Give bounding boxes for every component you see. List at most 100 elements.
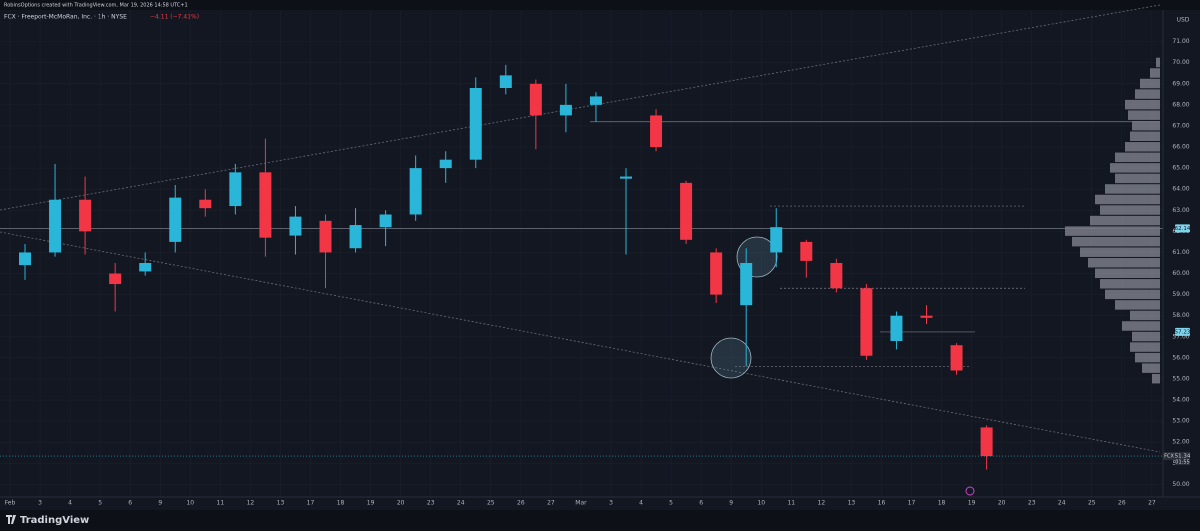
x-tick-label: 11 — [787, 500, 795, 507]
last-price-tag — [1175, 452, 1190, 466]
candle-body — [469, 88, 482, 160]
volume-profile-bar — [1072, 236, 1160, 247]
candle-body — [620, 176, 632, 179]
candle-body — [770, 227, 783, 253]
event-icon[interactable] — [965, 486, 975, 496]
x-tick-label: 12 — [247, 500, 255, 507]
x-tick-label: 5 — [98, 500, 102, 507]
price-change: −4.11 (−7.41%) — [150, 14, 199, 21]
x-tick-label: 3 — [38, 500, 42, 507]
candle-body — [49, 199, 62, 253]
volume-profile-bar — [1090, 215, 1160, 226]
trend-line — [0, 4, 1161, 211]
last-price-label: 51.34 — [1175, 454, 1191, 460]
volume-profile-bar — [1122, 321, 1160, 331]
candle-body — [650, 115, 663, 148]
x-tick-label: 27 — [547, 500, 555, 507]
volume-profile-bar — [1100, 205, 1160, 215]
y-tick-label: 68.00 — [1172, 101, 1189, 108]
y-tick-label: 61.00 — [1172, 249, 1189, 256]
candle-body — [439, 159, 452, 169]
brand: TradingView — [20, 515, 89, 526]
y-tick-label: 65.00 — [1172, 165, 1189, 172]
volume-profile-bar — [1132, 331, 1160, 342]
volume-profile-bar — [1088, 257, 1160, 268]
grid — [0, 10, 1163, 497]
x-tick-label: 13 — [848, 500, 856, 507]
y-tick-label: 67.00 — [1172, 122, 1189, 129]
candle-body — [19, 252, 31, 266]
volume-profile-bar — [1156, 57, 1160, 68]
x-tick-label: 9 — [729, 500, 733, 507]
candle-body — [349, 225, 362, 249]
candle-body — [259, 172, 272, 238]
volume-profile-bar — [1095, 194, 1160, 205]
x-tick-label: 9 — [158, 500, 162, 507]
candle-body — [740, 262, 753, 306]
candle-body — [980, 427, 993, 457]
y-tick-label: 66.00 — [1172, 144, 1189, 151]
y-tick-label: 63.00 — [1172, 207, 1189, 214]
y-tick-label: 53.00 — [1172, 418, 1189, 425]
x-tick-label: 17 — [908, 500, 916, 507]
volume-profile-bar — [1152, 373, 1160, 384]
x-tick-label: 10 — [757, 500, 765, 507]
candle-body — [920, 315, 933, 318]
x-tick-label: 11 — [217, 500, 225, 507]
x-tick-label: 4 — [68, 500, 72, 507]
level-tag — [1175, 224, 1190, 233]
footer-bar — [0, 510, 1200, 531]
candle-body — [680, 182, 693, 240]
level-tag — [1175, 327, 1190, 336]
volume-profile — [1065, 57, 1160, 384]
volume-profile-bar — [1132, 120, 1160, 131]
x-tick-label: 19 — [968, 500, 976, 507]
x-tick-label: 6 — [699, 500, 703, 507]
volume-profile-bar — [1095, 268, 1160, 279]
candle-body — [79, 199, 92, 232]
x-tick-label: 26 — [1118, 500, 1126, 507]
y-tick-label: 50.00 — [1172, 481, 1189, 488]
header-bar — [0, 0, 1200, 10]
volume-profile-bar — [1115, 152, 1160, 163]
x-tick-label: 18 — [337, 500, 345, 507]
candle-body — [199, 199, 212, 209]
x-tick-label: 3 — [609, 500, 613, 507]
candle-body — [409, 168, 422, 215]
volume-profile-bar — [1128, 110, 1160, 120]
volume-profile-bar — [1130, 310, 1160, 321]
candle-body — [950, 345, 963, 371]
x-tick-label: 26 — [517, 500, 525, 507]
plot — [0, 57, 1163, 470]
y-tick-label: 54.00 — [1172, 397, 1189, 404]
y-tick-label: 58.00 — [1172, 312, 1189, 319]
volume-profile-bar — [1105, 184, 1160, 194]
volume-profile-bar — [1115, 173, 1160, 184]
x-tick-label: 12 — [818, 500, 826, 507]
x-tick-label: 16 — [878, 500, 886, 507]
ticker-label: FCX — [1164, 454, 1174, 460]
volume-profile-bar — [1065, 226, 1160, 236]
volume-profile-bar — [1130, 131, 1160, 141]
candle-body — [379, 214, 392, 228]
volume-profile-bar — [1130, 342, 1160, 352]
x-tick-label: 27 — [1148, 500, 1156, 507]
ticker-tag — [1163, 452, 1175, 461]
y-tick-label: 70.00 — [1172, 59, 1189, 66]
candle-body — [890, 315, 903, 341]
highlight-circle — [710, 337, 752, 379]
volume-profile-bar — [1140, 78, 1160, 89]
x-tick-label: 18 — [938, 500, 946, 507]
x-tick-label: 20 — [397, 500, 405, 507]
y-tick-label: 69.00 — [1172, 80, 1189, 87]
candle-body — [830, 262, 843, 289]
chart-title: FCX · Freeport-McMoRan, Inc. · 1h · NYSE — [4, 14, 127, 21]
candle-body — [139, 262, 152, 272]
x-tick-label: 20 — [998, 500, 1006, 507]
y-tick-label: 60.00 — [1172, 270, 1189, 277]
candle-body — [860, 288, 873, 356]
candle-body — [559, 104, 572, 116]
